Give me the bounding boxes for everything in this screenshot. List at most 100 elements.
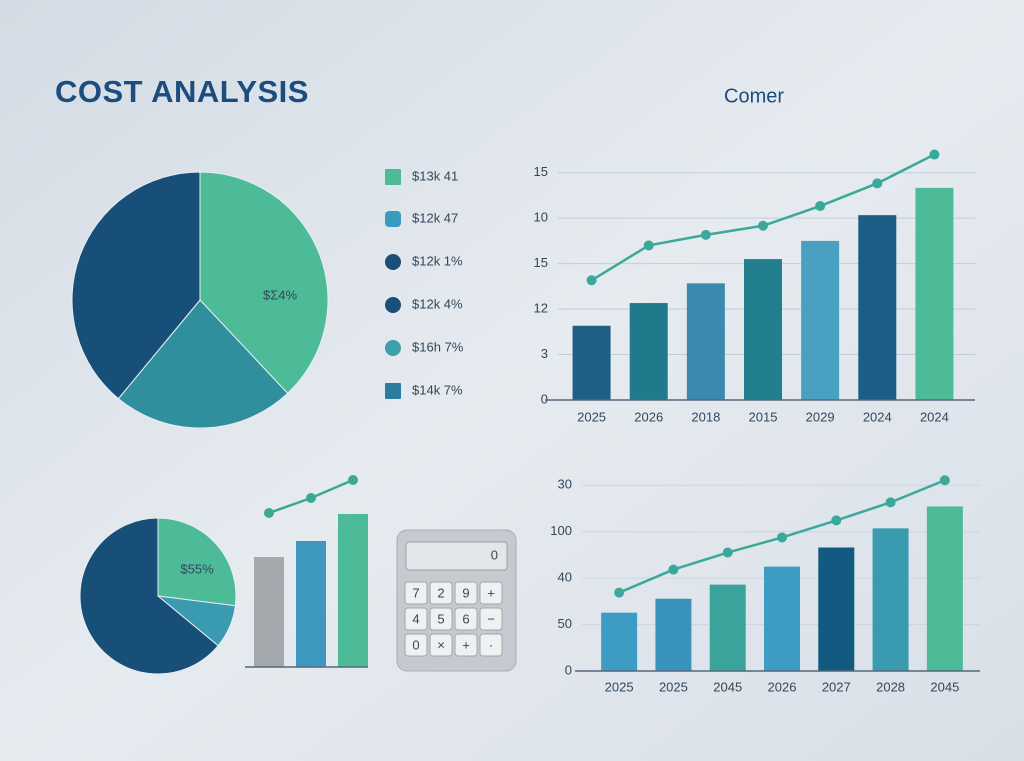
- y-tick-label: 3: [541, 346, 548, 361]
- trend-point: [348, 475, 358, 485]
- calculator-key: [479, 633, 503, 657]
- x-tick-label: 2024: [863, 409, 892, 424]
- y-tick-label: 15: [534, 164, 548, 179]
- legend-swatch: [385, 340, 401, 356]
- y-tick-label: 0: [565, 662, 572, 677]
- pie-slice: [79, 517, 219, 675]
- legend-label: $16h 7%: [412, 339, 464, 354]
- legend-label: $12k 4%: [412, 296, 463, 311]
- legend-swatch: [385, 211, 401, 227]
- trend-point: [586, 275, 597, 286]
- calculator-display: [405, 541, 508, 571]
- calculator-key: [429, 607, 453, 631]
- x-tick-label: 2026: [768, 679, 797, 694]
- calculator-key-label: 5: [437, 611, 444, 626]
- calculator-key: [429, 581, 453, 605]
- calculator-key-label: 7: [412, 585, 419, 600]
- bar: [601, 612, 638, 671]
- x-tick-label: 2026: [634, 409, 663, 424]
- legend-swatch: [385, 383, 401, 399]
- calculator-key-label: +: [487, 585, 495, 600]
- trend-point: [815, 201, 826, 212]
- bar: [655, 598, 692, 671]
- bar: [629, 303, 668, 400]
- calculator-key: [454, 633, 478, 657]
- calculator-key-label: ·: [489, 637, 493, 652]
- pie-slice: [157, 517, 237, 607]
- y-tick-label: 100: [550, 523, 572, 538]
- legend-swatch: [385, 169, 401, 185]
- y-tick-label: 15: [534, 255, 548, 270]
- bar: [764, 566, 800, 671]
- calculator-key: [454, 607, 478, 631]
- x-tick-label: 2045: [930, 679, 959, 694]
- y-tick-label: 0: [541, 391, 548, 406]
- trend-point: [872, 178, 883, 189]
- calculator-key: [404, 581, 428, 605]
- x-tick-label: 2025: [659, 679, 688, 694]
- y-tick-label: 12: [534, 301, 548, 316]
- x-tick-label: 2029: [806, 409, 835, 424]
- trend-point: [643, 240, 654, 251]
- x-tick-label: 2025: [605, 679, 634, 694]
- subtitle: Comer: [724, 85, 784, 107]
- calculator-display-text: 0: [491, 547, 498, 562]
- calculator-key: [479, 581, 503, 605]
- trend-point: [758, 220, 768, 231]
- slice-label: $Σ4%: [263, 287, 297, 302]
- calculator-key-label: +: [462, 637, 470, 652]
- trend-point: [831, 515, 842, 526]
- trend-point: [668, 564, 679, 575]
- calculator-key-label: 6: [462, 611, 469, 626]
- bar: [801, 240, 840, 400]
- bar: [709, 584, 746, 671]
- trend-point: [700, 229, 711, 240]
- bar: [818, 547, 855, 671]
- calculator-key-label: 2: [437, 585, 444, 600]
- calculator-key: [429, 633, 453, 657]
- bar: [872, 528, 909, 671]
- legend-swatch: [385, 254, 401, 270]
- legend-label: $14k 7%: [412, 382, 463, 397]
- calculator-key: [479, 607, 503, 631]
- pie-slice: [71, 171, 201, 400]
- trend-point: [885, 497, 896, 508]
- trend-point: [306, 493, 316, 503]
- y-tick-label: 40: [558, 570, 572, 585]
- trend-point: [929, 149, 940, 160]
- bar: [926, 506, 963, 671]
- x-tick-label: 2024: [920, 409, 949, 424]
- bar: [296, 541, 326, 667]
- trend-point: [722, 547, 733, 558]
- trend-point: [614, 587, 625, 598]
- bar: [915, 187, 954, 400]
- calculator-key-label: 9: [462, 585, 469, 600]
- x-tick-label: 2028: [876, 679, 905, 694]
- y-tick-label: 10: [534, 210, 548, 225]
- x-tick-label: 2015: [749, 409, 778, 424]
- slice-label: $55%: [180, 561, 214, 576]
- legend-label: $12k 1%: [412, 253, 463, 268]
- x-tick-label: 2018: [691, 409, 720, 424]
- calculator-key: [404, 607, 428, 631]
- x-tick-label: 2027: [822, 679, 851, 694]
- calculator-key: [404, 633, 428, 657]
- calculator-key-label: 0: [412, 637, 419, 652]
- bar: [338, 514, 368, 667]
- trend-point: [777, 532, 787, 543]
- bar: [686, 283, 725, 400]
- x-tick-label: 2045: [713, 679, 742, 694]
- bar: [858, 215, 897, 400]
- y-tick-label: 30: [558, 477, 572, 492]
- y-tick-label: 50: [558, 616, 572, 631]
- bar: [744, 259, 782, 400]
- calculator-key-label: −: [487, 611, 495, 626]
- trend-point: [264, 508, 274, 518]
- page-title: COST ANALYSIS: [55, 74, 309, 109]
- bar: [254, 557, 284, 667]
- legend-swatch: [385, 297, 401, 313]
- x-tick-label: 2025: [577, 409, 606, 424]
- pie-slice: [199, 171, 329, 395]
- pie-slice: [117, 299, 289, 429]
